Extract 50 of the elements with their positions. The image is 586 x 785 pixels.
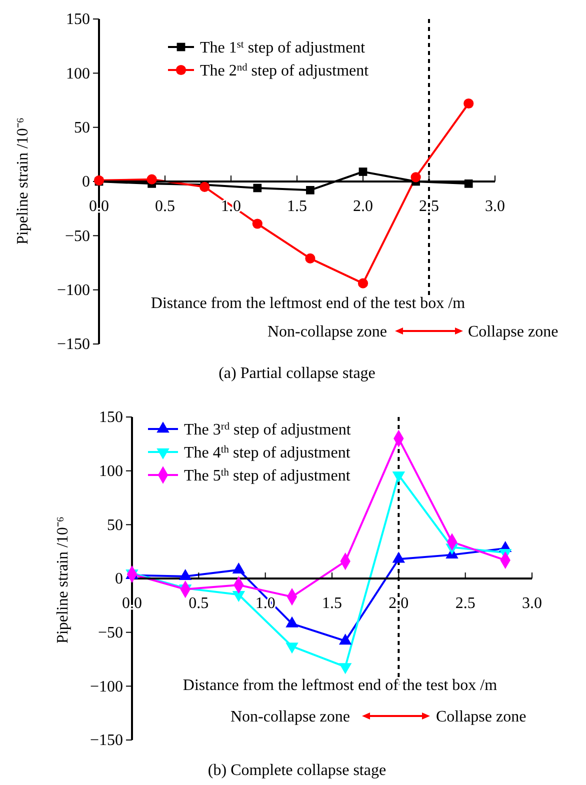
- point: [358, 278, 368, 288]
- point: [146, 174, 157, 184]
- y-tick-label: −150: [90, 732, 123, 750]
- text: (a) Partial collapse stage: [218, 365, 376, 382]
- point: [306, 186, 314, 194]
- annotation: Non-collapse zone: [230, 708, 350, 726]
- y-tick-label: −100: [90, 678, 123, 696]
- x-tick-label: 1.5: [322, 594, 342, 612]
- y-tick-label: 0: [82, 174, 90, 191]
- point: [410, 172, 421, 182]
- y-tick-label: −100: [56, 282, 90, 299]
- x-tick-label: 1.5: [287, 198, 307, 215]
- x-axis-title: Distance from the leftmost end of the test box /m: [150, 295, 466, 312]
- y-tick-label: −50: [64, 228, 90, 245]
- y-tick-label: −150: [56, 336, 90, 354]
- y-tick-label: 50: [74, 119, 90, 136]
- y-axis-title: Pipeline strain /10⁻⁶: [54, 516, 72, 644]
- x-tick-label: 3.0: [485, 198, 505, 215]
- annotation: Collapse zone: [436, 708, 526, 726]
- x-tick-label: 2.0: [353, 198, 373, 215]
- annotation: Collapse zone: [468, 324, 558, 341]
- point: [305, 253, 316, 264]
- point: [252, 218, 262, 229]
- point: [358, 168, 368, 176]
- legend-label: The 4$^{th}$ step of adjustment: [184, 444, 351, 462]
- y-tick-label: 0: [115, 570, 123, 588]
- x-tick-label: 2.0: [388, 594, 409, 612]
- y-tick-label: 100: [99, 462, 123, 480]
- y-tick-label: −50: [98, 624, 123, 642]
- point: [464, 179, 473, 188]
- point: [253, 184, 262, 192]
- y-tick-label: 150: [99, 409, 123, 426]
- point: [200, 182, 210, 192]
- x-tick-label: 0.5: [188, 594, 209, 612]
- point: [464, 98, 474, 109]
- y-tick-label: 100: [66, 65, 90, 82]
- x-tick-label: 3.0: [522, 594, 542, 612]
- x-tick-label: 0.5: [155, 198, 175, 215]
- legend-label: The 1$^{st}$ step of adjustment: [200, 39, 366, 57]
- x-axis-title: Distance from the leftmost end of the test box /m: [182, 677, 498, 694]
- x-tick-label: 2.5: [419, 198, 439, 215]
- y-axis-title: Pipeline strain /10⁻⁶: [14, 117, 32, 245]
- legend-label: The 2$^{nd}$ step of adjustment: [200, 62, 370, 80]
- annotation: Non-collapse zone: [267, 324, 387, 341]
- legend-label: The 3$^{rd}$ step of adjustment: [184, 421, 352, 439]
- text: (b) Complete collapse stage: [208, 762, 386, 779]
- legend-label: The 5$^{th}$ step of adjustment: [184, 467, 351, 485]
- x-tick-label: 2.5: [455, 594, 476, 612]
- y-tick-label: 150: [66, 11, 90, 28]
- y-tick-label: 50: [107, 516, 123, 534]
